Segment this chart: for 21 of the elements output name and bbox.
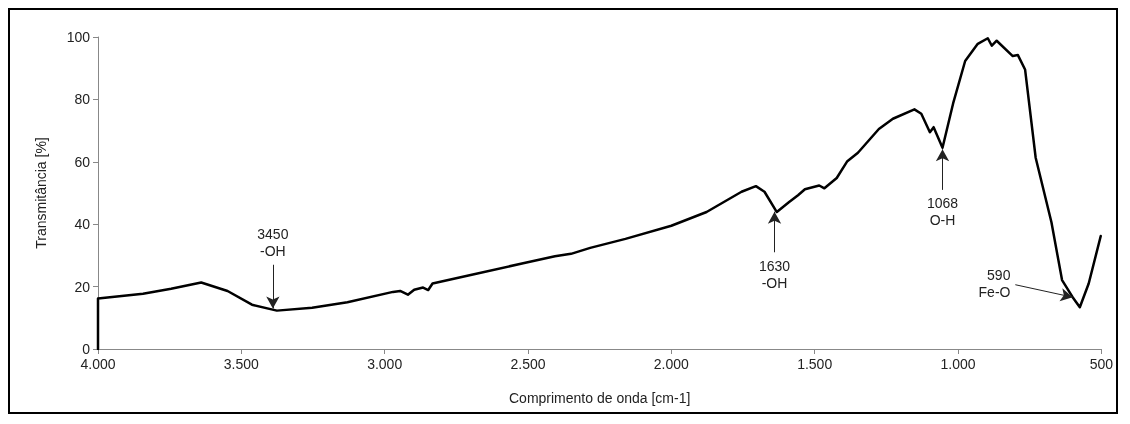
x-tick-label: 1.000: [940, 356, 976, 372]
x-tick-label: 3.000: [367, 356, 403, 372]
x-tick-label: 2.000: [653, 356, 690, 372]
y-tick-label: 80: [74, 91, 91, 108]
x-tick-label: 2.500: [510, 356, 546, 372]
annotation: 3450 -OH: [257, 226, 289, 260]
annotation: 1630 -OH: [758, 257, 791, 291]
y-tick-label: 0: [82, 341, 91, 357]
x-tick-label: 500: [1089, 356, 1114, 372]
y-tick-label: 60: [74, 153, 91, 170]
y-tick-label: 20: [74, 278, 91, 295]
y-tick-label: 40: [74, 216, 91, 233]
line-series: [96, 37, 1102, 351]
x-tick-label: 1.500: [797, 356, 833, 372]
x-tick-label: 4.000: [80, 356, 116, 372]
annotation: 1068 O-H: [926, 195, 959, 229]
y-tick-label: 100: [66, 29, 91, 45]
y-axis-title: Transmitância [%]: [33, 137, 49, 249]
x-tick-label: 3.500: [223, 356, 260, 372]
x-axis-title: Comprimento de onda [cm-1]: [509, 390, 691, 406]
annotation: 590 Fe-O: [978, 267, 1011, 301]
